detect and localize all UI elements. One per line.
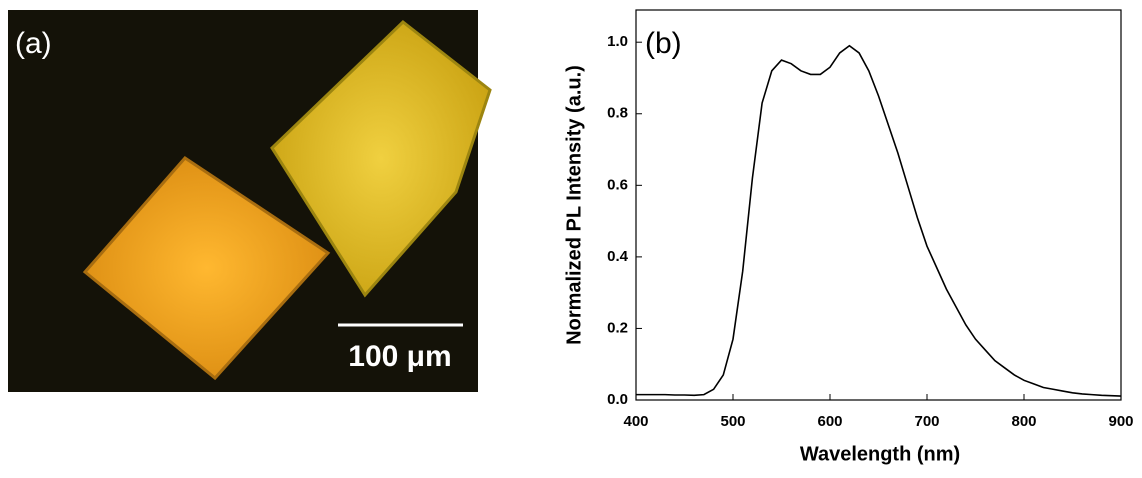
x-tick-label: 600 bbox=[817, 413, 842, 430]
y-tick-label: 1.0 bbox=[607, 33, 628, 50]
x-tick-label: 400 bbox=[623, 413, 648, 430]
plot-frame bbox=[636, 10, 1121, 400]
panel-label: (b) bbox=[645, 27, 682, 60]
spectrum-line bbox=[636, 46, 1121, 396]
x-tick-label: 700 bbox=[914, 413, 939, 430]
photo: 100 μm (a) bbox=[8, 10, 490, 392]
scale-bar-label: 100 μm bbox=[348, 340, 451, 373]
x-tick-label: 800 bbox=[1011, 413, 1036, 430]
y-tick-label: 0.2 bbox=[607, 319, 628, 336]
x-tick-label: 500 bbox=[720, 413, 745, 430]
y-tick-label: 0.6 bbox=[607, 176, 628, 193]
y-tick-label: 0.4 bbox=[607, 248, 629, 265]
y-axis-label: Normalized PL Intensity (a.u.) bbox=[563, 65, 585, 345]
x-axis-label: Wavelength (nm) bbox=[800, 443, 960, 465]
panel-label: (a) bbox=[15, 27, 52, 60]
y-tick-label: 0.8 bbox=[607, 105, 628, 122]
x-tick-label: 900 bbox=[1108, 413, 1133, 430]
y-tick-label: 0.0 bbox=[607, 391, 628, 408]
figure: 100 μm (a) (b) Wavelength (nm) Normalize… bbox=[0, 0, 1142, 473]
